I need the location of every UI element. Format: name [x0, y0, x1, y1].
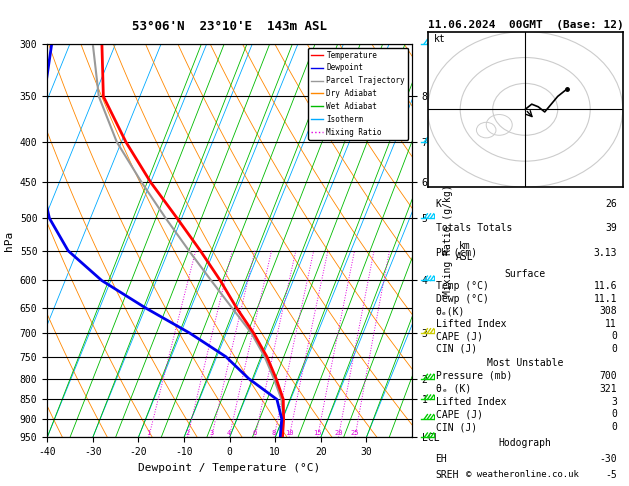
Text: Surface: Surface	[504, 269, 546, 278]
Text: -5: -5	[605, 470, 617, 480]
Text: 1: 1	[147, 430, 151, 435]
Text: θₑ (K): θₑ (K)	[435, 384, 470, 394]
Text: Hodograph: Hodograph	[499, 438, 552, 448]
Text: 15: 15	[313, 430, 322, 435]
Text: 20: 20	[334, 430, 343, 435]
Text: 0: 0	[611, 409, 617, 419]
Text: 11.06.2024  00GMT  (Base: 12): 11.06.2024 00GMT (Base: 12)	[428, 20, 623, 31]
Text: Dewp (°C): Dewp (°C)	[435, 294, 488, 304]
Text: 11.1: 11.1	[593, 294, 617, 304]
Y-axis label: hPa: hPa	[4, 230, 14, 251]
Legend: Temperature, Dewpoint, Parcel Trajectory, Dry Adiabat, Wet Adiabat, Isotherm, Mi: Temperature, Dewpoint, Parcel Trajectory…	[308, 48, 408, 139]
Text: θₑ(K): θₑ(K)	[435, 306, 465, 316]
Text: PW (cm): PW (cm)	[435, 248, 477, 258]
Y-axis label: km
ASL: km ASL	[455, 241, 473, 262]
X-axis label: Dewpoint / Temperature (°C): Dewpoint / Temperature (°C)	[138, 463, 321, 473]
Text: 11: 11	[605, 318, 617, 329]
Text: Pressure (mb): Pressure (mb)	[435, 371, 512, 381]
Text: Totals Totals: Totals Totals	[435, 224, 512, 233]
Text: 11.6: 11.6	[593, 281, 617, 291]
Text: EH: EH	[435, 454, 447, 464]
Text: 4: 4	[227, 430, 231, 435]
Text: CAPE (J): CAPE (J)	[435, 409, 482, 419]
Text: 10: 10	[285, 430, 293, 435]
Text: 26: 26	[605, 199, 617, 209]
Text: 0: 0	[611, 344, 617, 353]
Text: CIN (J): CIN (J)	[435, 422, 477, 432]
Text: 308: 308	[599, 306, 617, 316]
Text: K: K	[435, 199, 442, 209]
Text: -30: -30	[599, 454, 617, 464]
Text: Lifted Index: Lifted Index	[435, 318, 506, 329]
Text: 0: 0	[611, 331, 617, 341]
Text: 25: 25	[351, 430, 359, 435]
Text: Lifted Index: Lifted Index	[435, 397, 506, 406]
Text: kt: kt	[434, 34, 446, 44]
Text: 8: 8	[272, 430, 276, 435]
Text: CIN (J): CIN (J)	[435, 344, 477, 353]
Text: 6: 6	[253, 430, 257, 435]
Text: Mixing Ratio (g/kg): Mixing Ratio (g/kg)	[443, 185, 454, 296]
Text: 39: 39	[605, 224, 617, 233]
Text: 3: 3	[611, 397, 617, 406]
Text: 321: 321	[599, 384, 617, 394]
Text: 700: 700	[599, 371, 617, 381]
Text: 53°06'N  23°10'E  143m ASL: 53°06'N 23°10'E 143m ASL	[132, 20, 327, 33]
Text: 0: 0	[611, 422, 617, 432]
Text: Temp (°C): Temp (°C)	[435, 281, 488, 291]
Text: © weatheronline.co.uk: © weatheronline.co.uk	[465, 469, 579, 479]
Text: 3.13: 3.13	[593, 248, 617, 258]
Text: 3: 3	[209, 430, 214, 435]
Text: SREH: SREH	[435, 470, 459, 480]
Text: 2: 2	[186, 430, 189, 435]
Text: Most Unstable: Most Unstable	[487, 358, 564, 368]
Text: CAPE (J): CAPE (J)	[435, 331, 482, 341]
